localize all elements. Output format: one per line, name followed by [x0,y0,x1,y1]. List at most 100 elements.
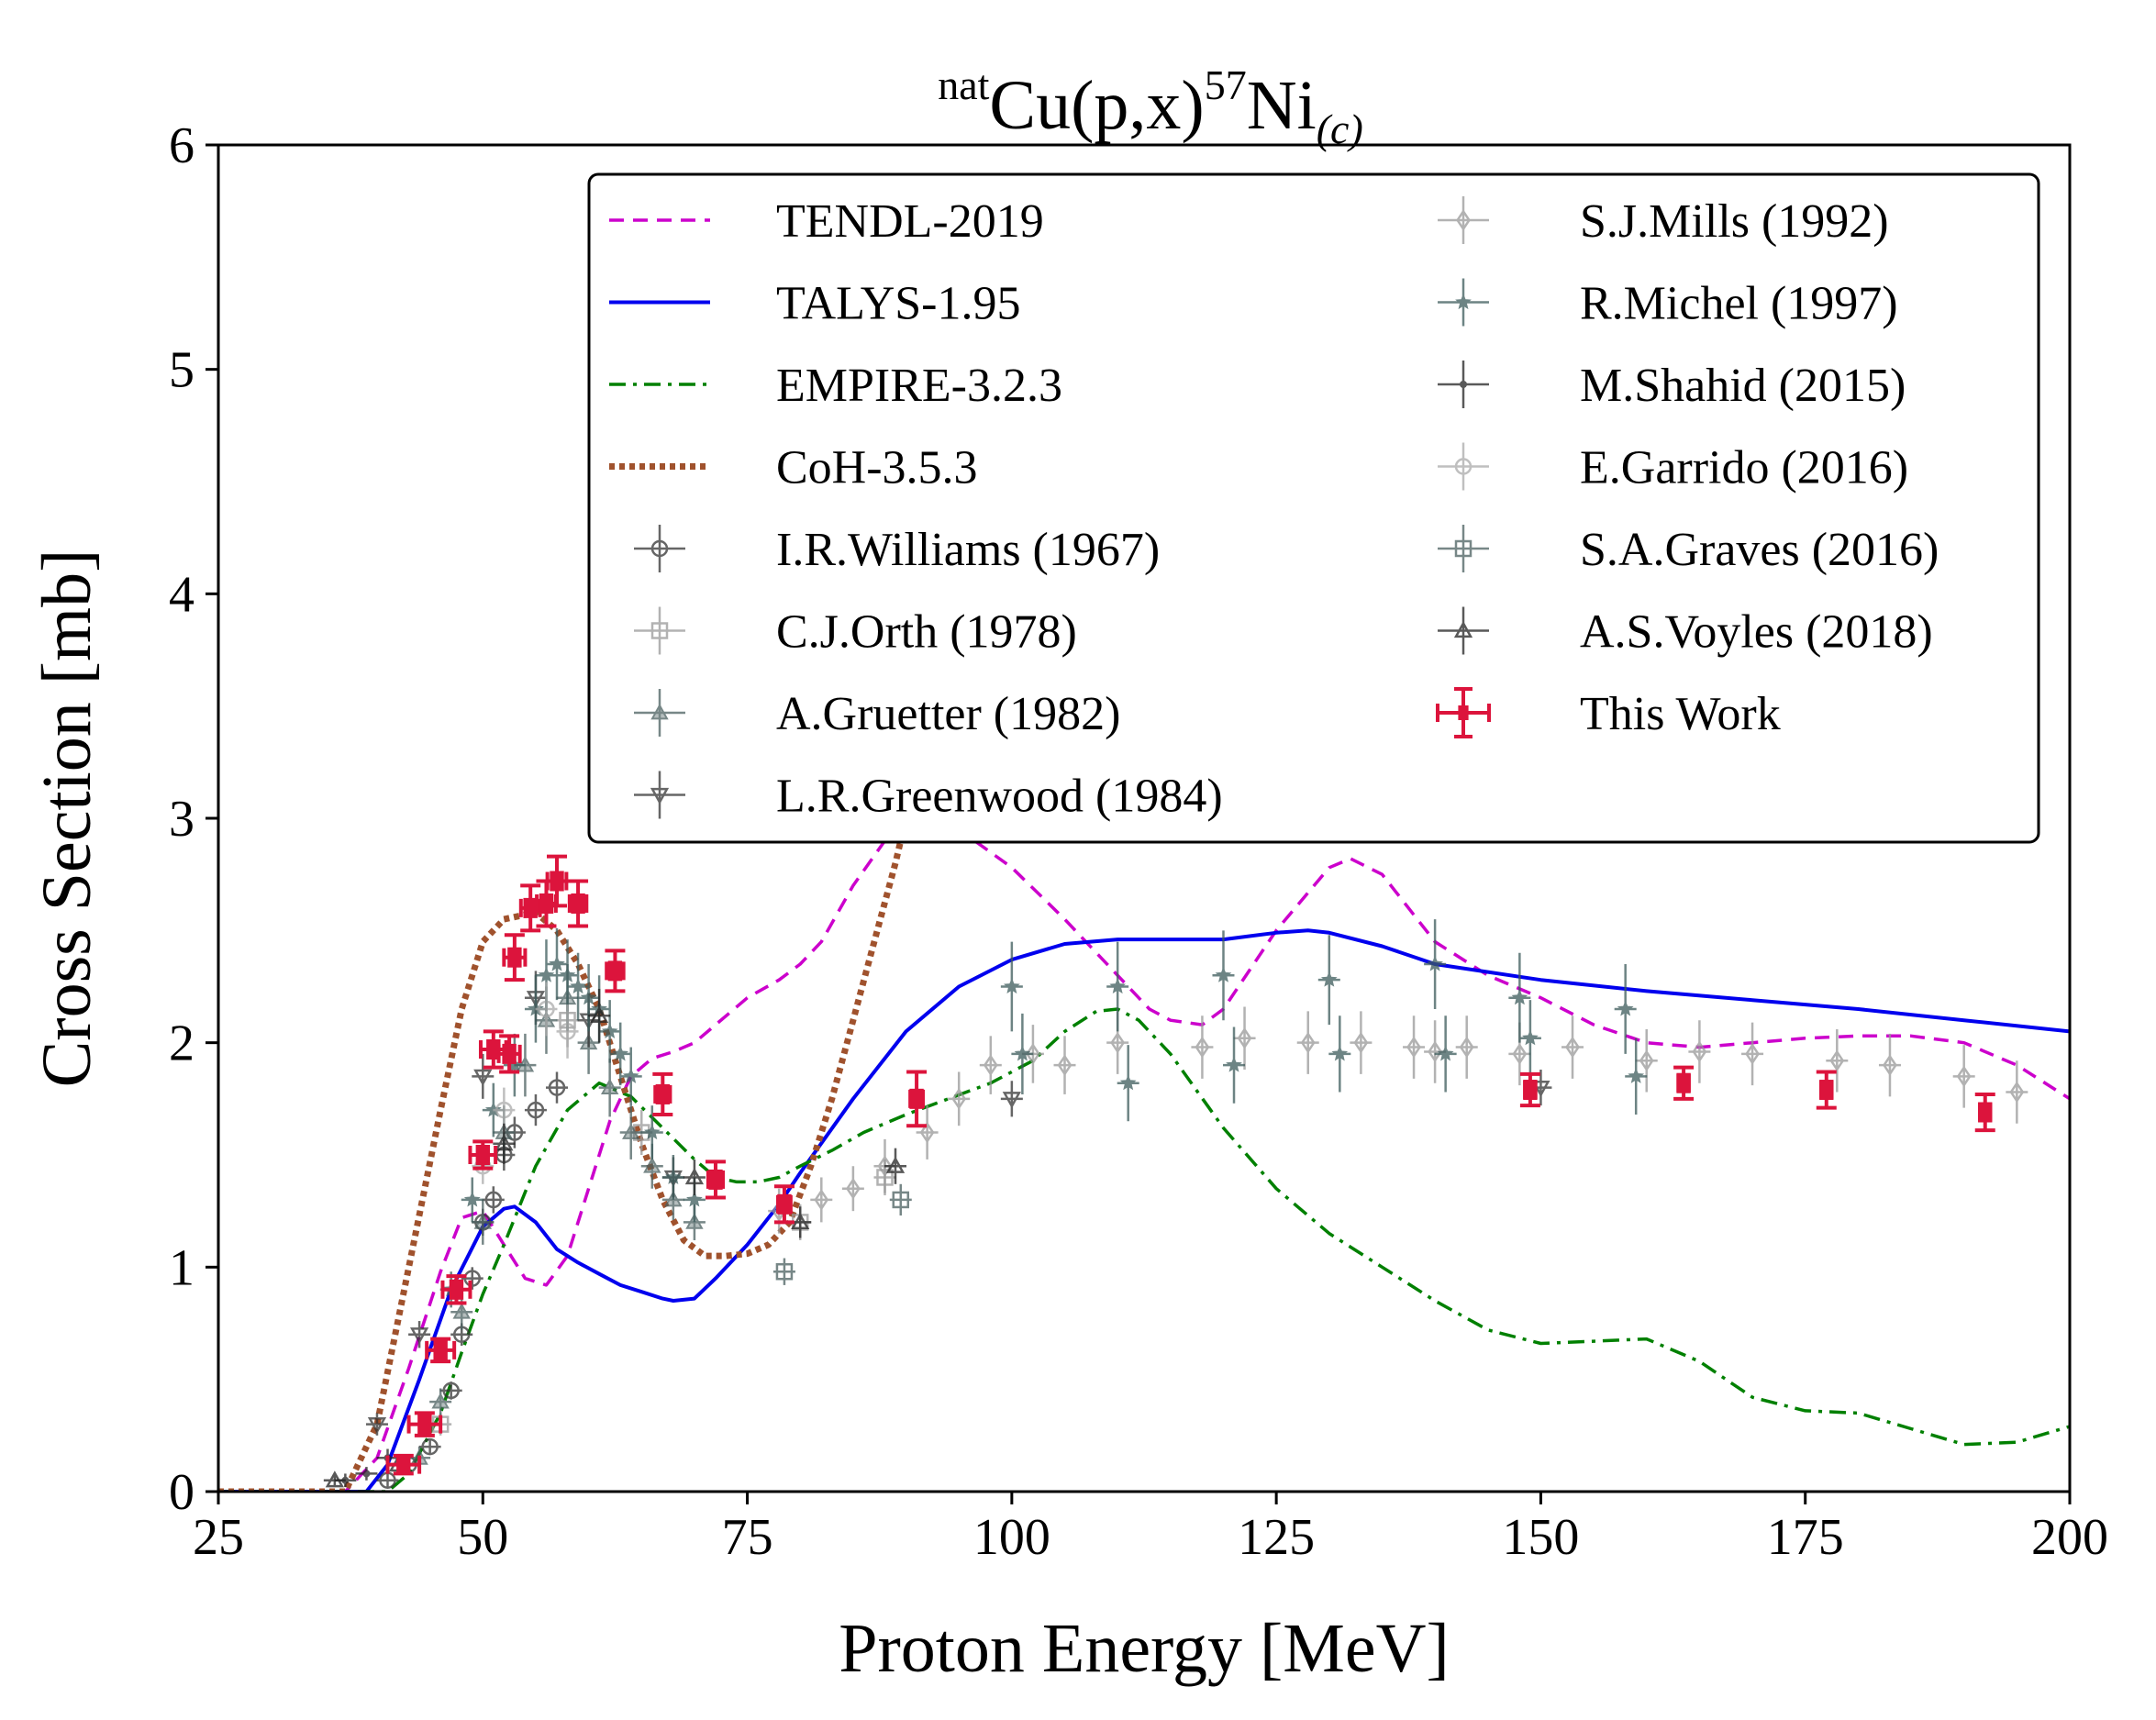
series-e-garrido-2016 [472,982,579,1184]
data-point [655,1083,671,1104]
errorbar [810,1177,833,1223]
data-point [580,989,597,1005]
data-point [643,1157,661,1173]
data-point [686,1191,703,1207]
data-point [1014,1045,1031,1061]
series-this-work [385,854,1995,1476]
data-point [549,955,565,971]
data-point [396,1454,411,1475]
data-point [538,966,555,982]
data-point [571,893,585,914]
data-point [362,1470,371,1478]
x-axis-label: Proton Energy [MeV] [839,1610,1450,1687]
legend-marker-swatch [1438,442,1489,491]
data-point [463,1270,482,1287]
data-point [684,1167,705,1185]
data-point [1320,971,1338,987]
data-point [845,1177,861,1200]
legend-label: E.Garrido (2016) [1580,442,1908,494]
errorbar [841,1166,864,1212]
data-point-cross [496,1103,512,1118]
series-i-r-williams-1967 [376,1071,569,1490]
series-talys-1-95 [218,928,2070,1492]
y-tick-label: 0 [169,1464,194,1521]
errorbar [1561,1015,1584,1079]
x-tick-label: 25 [193,1509,244,1566]
errorbar [472,1053,495,1099]
data-point [590,1005,609,1023]
data-point [421,1437,439,1456]
data-point [1300,1031,1316,1054]
legend-marker-swatch [634,525,685,572]
legend-marker-swatch [634,606,685,655]
legend-marker-cross [1456,541,1471,556]
legend-item-i-r-williams-1967: I.R.Williams (1967) [634,524,1160,576]
data-point [1237,1026,1252,1049]
y-tick-label: 4 [169,566,194,623]
legend-item-s-j-mills-1992: S.J.Mills (1992) [1438,195,1889,248]
errorbar [472,1199,495,1245]
data-point [664,1169,682,1184]
line-tendl-2019 [218,816,2070,1492]
legend-label: A.Gruetter (1982) [776,688,1120,740]
title-nat-superscript: nat [938,61,989,108]
errorbar [916,1105,939,1160]
legend-marker-cross [652,623,667,638]
errorbar [545,854,569,908]
legend-item-talys-1-95: TALYS-1.95 [609,278,1021,330]
data-point [1883,1054,1897,1076]
x-tick-label: 75 [722,1509,773,1566]
x-tick-label: 175 [1767,1509,1844,1566]
y-tick-label: 6 [169,117,194,174]
legend: TENDL-2019 TALYS-1.95 EMPIRE-3.2.3 CoH-3.5.… [587,172,2040,844]
data-point [463,1191,481,1207]
series-a-gruetter-1982 [408,964,706,1470]
data-point [1331,1045,1349,1061]
errorbar [588,988,611,1043]
data-point [507,947,522,968]
errorbar [1191,1015,1214,1079]
legend-label: CoH-3.5.3 [776,442,978,494]
data-point [1956,1065,1972,1088]
legend-marker [1455,294,1472,310]
data-point [1437,1045,1454,1061]
legend-label: This Work [1580,688,1781,740]
errorbar [1455,1015,1478,1079]
data-point [502,1043,517,1064]
data-point [1109,978,1127,994]
legend-item-c-j-orth-1978: C.J.Orth (1978) [634,606,1077,659]
errorbar [1000,1081,1023,1117]
data-point-cross [776,1264,792,1280]
legend-item-l-r-greenwood-1984: L.R.Greenwood (1984) [634,771,1223,823]
data-point [601,1023,618,1038]
axes-ticks [206,143,2072,1504]
data-point [622,1123,640,1139]
errorbar [1878,1033,1901,1097]
data-point [877,1155,893,1178]
plot-frame [217,143,2072,1493]
data-point [1745,1043,1760,1065]
title-mass-superscript: 57 [1205,61,1247,108]
errorbar [1403,1015,1426,1079]
series-l-r-greenwood-1984 [365,971,1552,1436]
legend-marker-swatch [1436,687,1491,738]
legend-marker [650,787,670,805]
legend-label: R.Michel (1997) [1580,278,1898,330]
data-point [1512,1043,1528,1065]
errorbar [979,1036,1002,1094]
data-point [539,893,554,914]
data-point [367,1416,387,1435]
x-tick-labels: 25 50 75 100 125 150 175 200 [193,1509,2108,1566]
data-point [1026,1043,1040,1065]
errorbar [1741,1022,1764,1086]
series-tendl-2019 [218,816,2070,1492]
legend-item-a-s-voyles-2018: A.S.Voyles (2018) [1438,606,1933,659]
series-s-j-mills-1992 [768,1006,2028,1234]
y-tick-label: 3 [169,791,194,848]
legend-label: EMPIRE-3.2.3 [776,360,1062,412]
y-tick-labels: 0 1 2 3 4 5 6 [169,117,194,1521]
legend-marker [650,539,669,558]
y-tick-label: 2 [169,1015,194,1072]
data-point [550,871,564,892]
errorbar [493,1123,516,1164]
